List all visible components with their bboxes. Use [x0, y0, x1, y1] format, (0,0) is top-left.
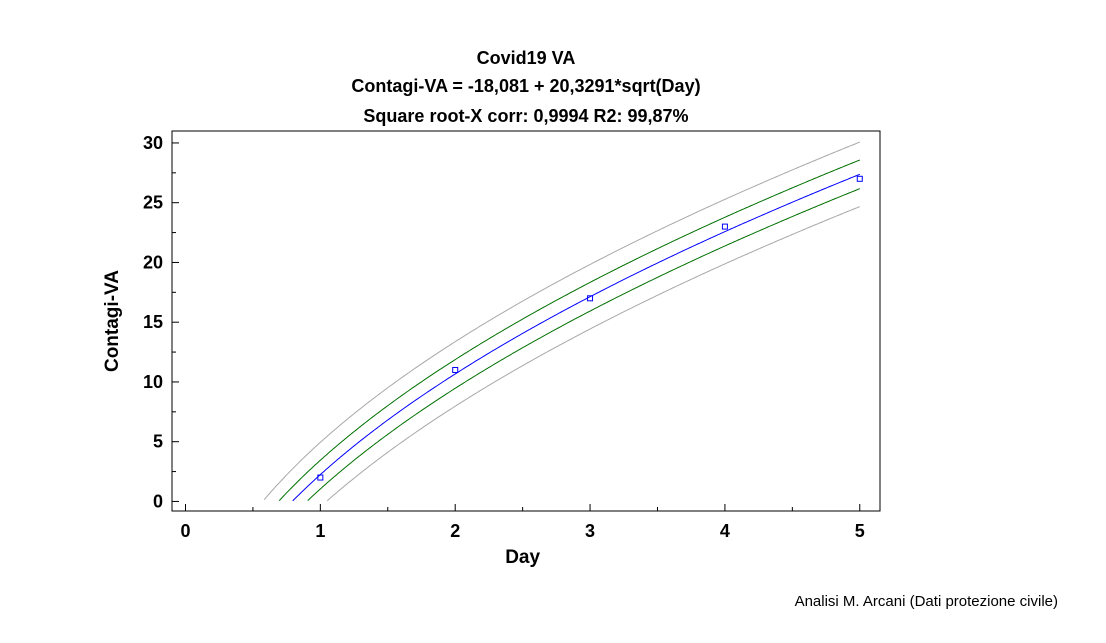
band-lines [263, 141, 860, 502]
fitted-line [292, 173, 860, 502]
x-tick-label: 5 [855, 521, 865, 541]
y-tick-label: 30 [143, 133, 163, 153]
chart-title: Covid19 VA [476, 48, 576, 68]
x-tick-label: 2 [450, 521, 460, 541]
chart-subtitle: Contagi-VA = -18,081 + 20,3291*sqrt(Day) [351, 76, 701, 96]
prediction-upper-line [263, 141, 860, 501]
y-tick-label: 15 [143, 312, 163, 332]
credit-text: Analisi M. Arcani (Dati protezione civil… [794, 593, 1058, 610]
y-axis: 0 5 10 15 20 25 30 [143, 133, 179, 511]
y-tick-label: 25 [143, 193, 163, 213]
y-tick-label: 20 [143, 252, 163, 272]
x-tick-label: 4 [720, 521, 730, 541]
data-point [721, 223, 728, 230]
confidence-upper-line [278, 159, 860, 502]
x-tick-label: 3 [585, 521, 595, 541]
x-axis: 0 1 2 3 4 5 [180, 504, 865, 541]
prediction-lower-line [326, 206, 860, 502]
y-tick-label: 10 [143, 372, 163, 392]
chart-fit-stats: Square root-X corr: 0,9994 R2: 99,87% [363, 106, 689, 126]
y-tick-label: 5 [153, 432, 163, 452]
plot-frame [171, 130, 881, 512]
data-point [317, 474, 324, 481]
observed-points [317, 175, 863, 481]
data-point [587, 295, 594, 302]
confidence-lower-line [307, 188, 860, 501]
x-tick-label: 0 [180, 521, 190, 541]
y-axis-label: Contagi-VA [102, 270, 123, 372]
data-point [452, 366, 459, 373]
y-tick-label: 0 [153, 491, 163, 511]
x-axis-label: Day [505, 547, 540, 568]
data-point [856, 175, 863, 182]
x-tick-label: 1 [315, 521, 325, 541]
